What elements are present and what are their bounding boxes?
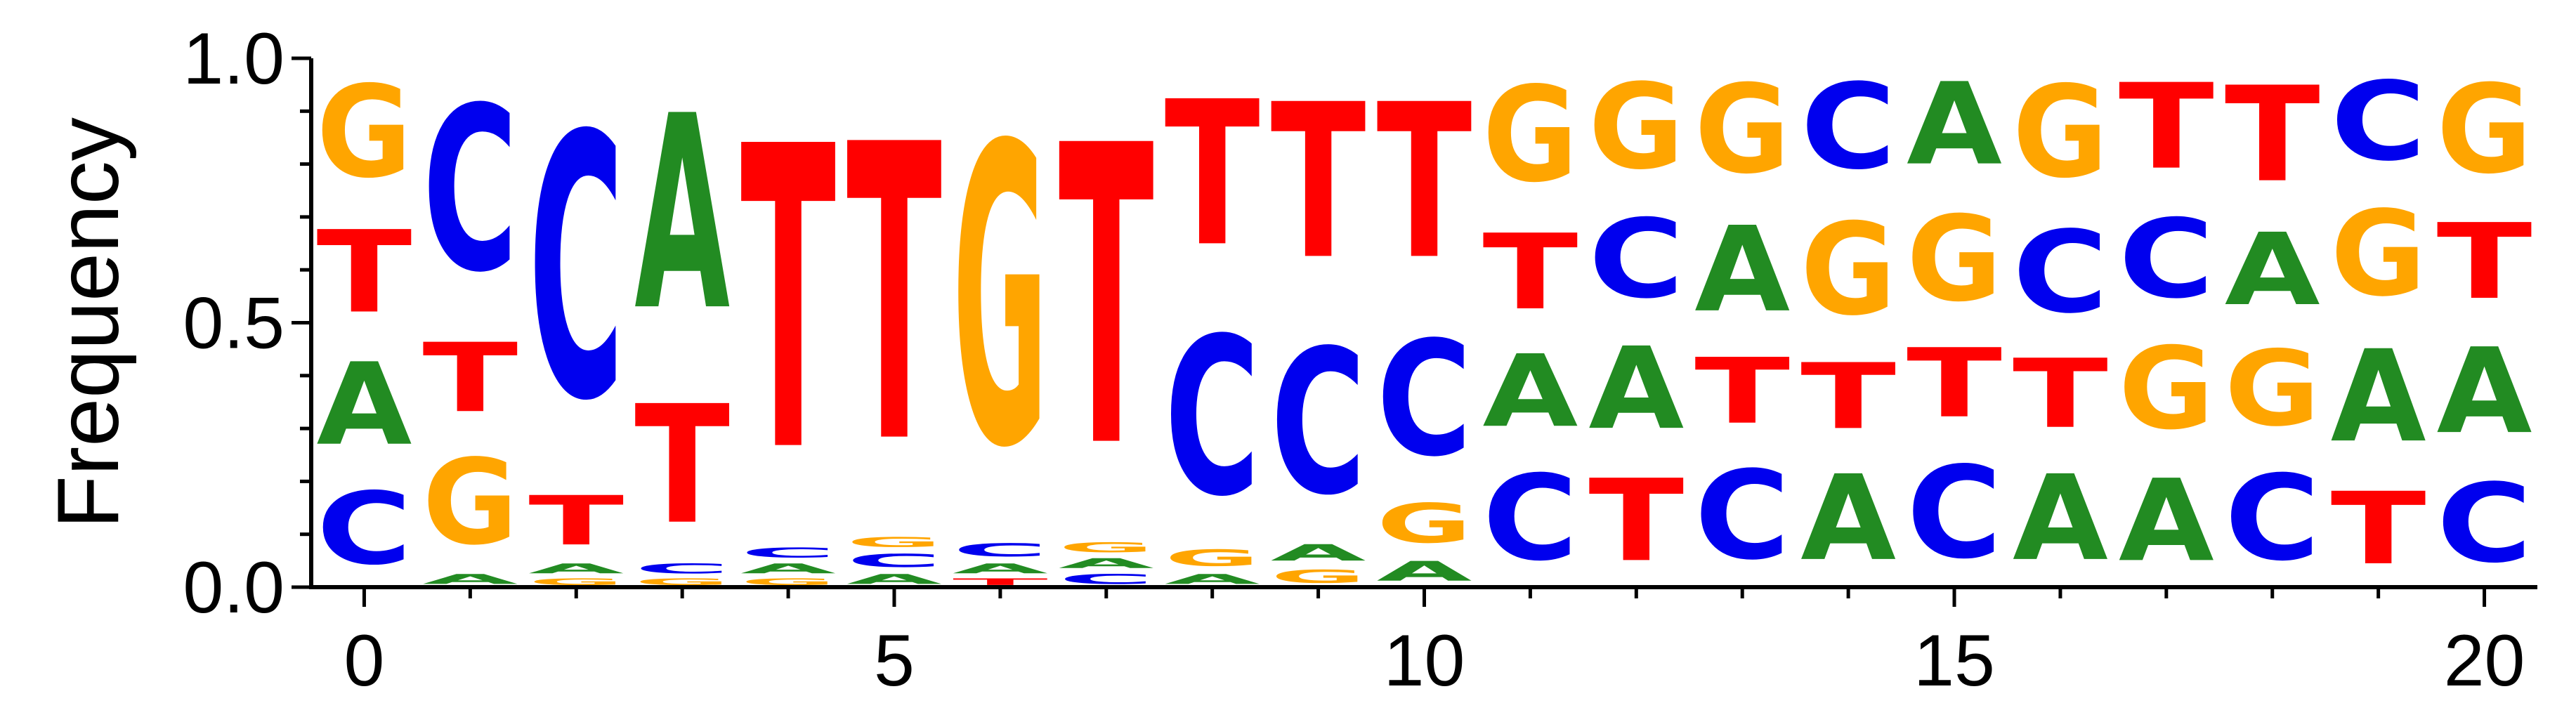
logo-letter: T (740, 60, 837, 544)
logo-letter: T (1271, 59, 1367, 306)
logo-letter: T (1165, 59, 1260, 291)
logo-letter: G (2119, 324, 2214, 454)
logo-letter: G (1377, 492, 1472, 556)
logo-letter: C (2225, 449, 2320, 586)
logo-letter: C (2119, 197, 2214, 322)
logo-letter: A (2119, 455, 2214, 586)
logo-letter: A (528, 561, 624, 577)
logo-letter: C (1271, 308, 1366, 539)
logo-letter: A (1588, 323, 1684, 454)
x-tick-label: 5 (874, 620, 915, 702)
x-tick-label: 10 (1384, 620, 1465, 702)
logo-letter: T (1907, 329, 2002, 439)
logo-letter: A (1059, 556, 1154, 571)
logo-letter: G (953, 60, 1048, 538)
logo-letter: T (1800, 344, 1896, 449)
logo-letter: G (1694, 60, 1790, 202)
logo-letter: G (2437, 60, 2532, 202)
logo-letter: T (2331, 471, 2426, 587)
logo-letter: C (953, 539, 1048, 560)
logo-letter: T (1694, 339, 1790, 444)
logo-letter: C (2013, 206, 2108, 338)
logo-letter: T (2437, 202, 2532, 322)
logo-letter: A (2437, 324, 2532, 460)
logo-letter: T (422, 323, 518, 433)
logo-letter: C (1165, 293, 1260, 545)
logo-letter: T (953, 577, 1048, 587)
logo-letter: C (740, 545, 836, 560)
logo-letter: G (1059, 539, 1154, 555)
y-tick-label: 0.5 (183, 283, 285, 365)
x-tick-label: 15 (1914, 620, 1995, 702)
logo-letter: A (2013, 451, 2108, 587)
logo-letter: A (2331, 323, 2426, 471)
logo-letter: C (2437, 461, 2532, 587)
logo-letter: A (846, 572, 942, 587)
logo-letter: T (1377, 59, 1473, 306)
logo-letter: C (846, 550, 942, 571)
y-tick-label: 1.0 (183, 18, 285, 100)
logo-letter: T (2013, 339, 2108, 449)
logo-letter: A (740, 561, 836, 577)
logo-letter: C (1588, 197, 1684, 322)
logo-letter: C (528, 60, 624, 480)
logo-letter: A (953, 561, 1048, 577)
logo-letter: A (2225, 212, 2320, 328)
logo-letter: G (1482, 58, 1578, 211)
y-axis-ticks: 0.0 0.5 1.0 (183, 18, 311, 629)
logo-letter: T (1482, 212, 1578, 333)
logo-letter: T (2119, 59, 2214, 196)
logo-letter: C (1482, 449, 1578, 586)
logo-letter: G (846, 534, 942, 550)
logo-letters: CATGAGTCGATCGCTAGACTACGTTACGCAGTAGCTGACT… (317, 58, 2532, 587)
y-axis-title: Frequency (40, 117, 137, 529)
logo-letter: T (846, 60, 943, 533)
logo-letter: G (2331, 186, 2426, 322)
logo-letter: C (1377, 308, 1472, 492)
x-tick-label: 20 (2444, 620, 2525, 702)
logo-letter: A (1165, 572, 1260, 587)
logo-letter: A (1377, 556, 1472, 587)
logo-letter: A (1482, 334, 1578, 449)
logo-letter: C (422, 58, 518, 322)
logo-letter: G (1800, 196, 1896, 343)
logo-letter: C (2331, 59, 2426, 185)
logo-letter: A (1907, 59, 2002, 190)
logo-letter: T (528, 482, 624, 560)
logo-letter: G (1907, 192, 2002, 328)
logo-letter: A (1800, 451, 1896, 587)
logo-letter: G (528, 577, 624, 587)
logo-letter: A (1694, 202, 1790, 339)
x-axis-ticks: 0 5 10 15 20 (344, 587, 2525, 702)
logo-letter: G (1165, 545, 1260, 572)
logo-letter: T (2225, 58, 2320, 211)
logo-letter: A (634, 58, 731, 369)
logo-letter: T (317, 206, 412, 339)
logo-letter: G (634, 577, 730, 587)
logo-letter: C (1800, 58, 1896, 195)
logo-letter: G (1271, 566, 1366, 587)
logo-letter: G (317, 58, 412, 206)
logo-letter: C (1907, 440, 2002, 587)
logo-letter: A (422, 572, 518, 587)
logo-letter: A (317, 339, 412, 471)
logo-letter: A (1271, 539, 1366, 566)
logo-letter: C (317, 471, 412, 587)
logo-letter: G (2013, 58, 2108, 206)
logo-letter: G (422, 435, 518, 571)
logo-letter: T (1588, 455, 1684, 587)
logo-letter: G (2225, 329, 2320, 450)
logo-letter: T (1059, 60, 1155, 539)
logo-letter: G (740, 577, 836, 587)
logo-letter: C (1059, 572, 1154, 587)
x-tick-label: 0 (344, 620, 385, 702)
logo-letter: C (1694, 445, 1790, 587)
logo-letter: G (1588, 60, 1684, 196)
logo-letter: C (634, 561, 730, 577)
logo-letter: T (634, 371, 730, 560)
y-tick-label: 0.0 (183, 547, 285, 629)
